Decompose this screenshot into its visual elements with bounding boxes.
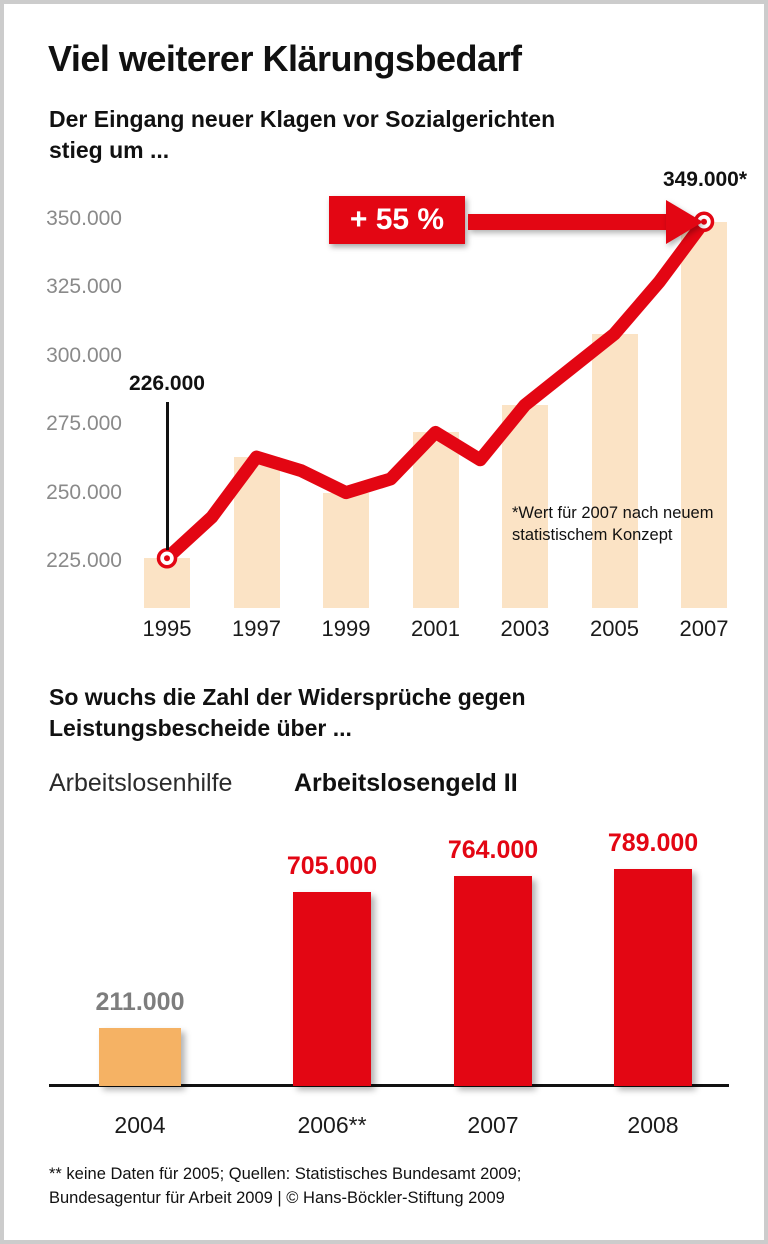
- chart1-ytick: 225.000: [46, 549, 122, 572]
- chart2-bar-value-2007: 764.000: [447, 836, 539, 864]
- growth-arrow-shaft: [468, 214, 668, 230]
- chart1-title: Der Eingang neuer Klagen vor Sozialgeric…: [49, 104, 555, 166]
- chart1-stripe-2007: [681, 221, 727, 608]
- chart1-ytick: 275.000: [46, 412, 122, 436]
- chart2-title: So wuchs die Zahl der Widersprüche gegen…: [49, 682, 526, 744]
- percent-change-badge: + 55 %: [329, 196, 465, 244]
- end-value-label: 349.000*: [662, 168, 748, 191]
- chart1-stripe-1997: [233, 457, 280, 608]
- chart2-bar-value-2006**: 705.000: [286, 852, 378, 880]
- chart2-bar-2006**: [293, 892, 371, 1086]
- chart2-bar-2008: [614, 869, 692, 1086]
- start-value-label: 226.000: [129, 372, 205, 395]
- chart1-footnote-line1: *Wert für 2007 nach neuem: [512, 504, 714, 522]
- chart1-footnote-line2: statistischem Konzept: [512, 526, 673, 544]
- page-title: Viel weiterer Klärungsbedarf: [48, 38, 522, 79]
- chart2-baseline-axis: [49, 1084, 729, 1087]
- chart1-stripe-2005: [591, 333, 638, 608]
- chart2-title-line2: Leistungsbescheide über ...: [49, 715, 352, 741]
- chart1-xtick-2003: 2003: [500, 616, 550, 641]
- chart2-xtick-2007: 2007: [467, 1112, 519, 1138]
- chart2-xtick-2004: 2004: [114, 1112, 166, 1138]
- chart1-ytick: 325.000: [46, 275, 122, 299]
- chart1-xtick-1997: 1997: [232, 616, 281, 641]
- arrow-right-icon: [666, 200, 703, 244]
- chart2-bar-2007: [454, 876, 532, 1086]
- category-label-arbeitslosengeld-2: Arbeitslosengeld II: [294, 769, 518, 797]
- chart1-footnote: *Wert für 2007 nach neuem statistischem …: [512, 502, 713, 546]
- chart2-xtick-2008: 2008: [627, 1112, 679, 1138]
- chart2-bar-value-2008: 789.000: [607, 829, 699, 857]
- chart1-xtick-2005: 2005: [590, 616, 639, 641]
- chart1-title-line1: Der Eingang neuer Klagen vor Sozialgeric…: [49, 106, 556, 132]
- chart2-bar-2004: [99, 1028, 181, 1086]
- source-footer: ** keine Daten für 2005; Quellen: Statis…: [49, 1162, 521, 1210]
- source-footer-line1: ** keine Daten für 2005; Quellen: Statis…: [49, 1165, 522, 1183]
- category-label-arbeitslosenhilfe: Arbeitslosenhilfe: [49, 769, 233, 797]
- chart1-stripe-1999: [323, 492, 369, 608]
- chart1-xtick-2001: 2001: [411, 616, 460, 641]
- chart2-bar-value-2004: 211.000: [95, 988, 185, 1016]
- chart1-xtick-1999: 1999: [321, 616, 371, 641]
- chart1-stripe-2001: [412, 432, 459, 608]
- chart1-ytick: 350.000: [46, 207, 122, 230]
- chart2-title-line1: So wuchs die Zahl der Widersprüche gegen: [49, 684, 526, 710]
- chart1-ytick: 300.000: [46, 343, 122, 367]
- chart1-ytick: 250.000: [46, 480, 122, 504]
- chart1-xtick-1995: 1995: [142, 616, 192, 641]
- start-value-pointer-line: [166, 402, 169, 550]
- chart1-xtick-2007: 2007: [679, 616, 729, 641]
- source-footer-line2: Bundesagentur für Arbeit 2009 | © Hans-B…: [49, 1189, 505, 1207]
- chart2-xtick-2006**: 2006**: [297, 1112, 367, 1138]
- chart1-title-line2: stieg um ...: [49, 137, 170, 163]
- chart1-stripe-1995: [144, 558, 190, 608]
